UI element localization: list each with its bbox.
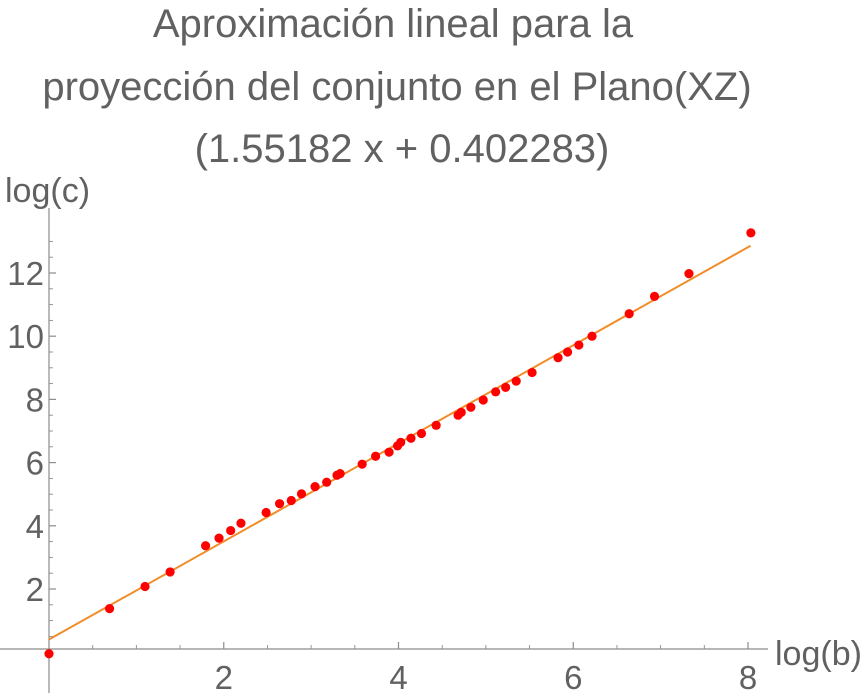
data-point xyxy=(553,353,563,363)
data-point xyxy=(214,533,224,543)
data-point xyxy=(371,451,381,461)
data-point xyxy=(574,340,584,350)
data-point xyxy=(624,309,634,319)
y-axis-label: log(c) xyxy=(5,172,90,210)
data-point xyxy=(357,459,367,469)
data-point xyxy=(274,499,285,509)
data-point xyxy=(478,395,488,405)
data-point xyxy=(335,469,345,479)
y-tick-label: 12 xyxy=(7,255,44,292)
data-point xyxy=(226,525,236,536)
data-point xyxy=(384,447,394,457)
data-point xyxy=(587,331,597,341)
data-point xyxy=(684,269,694,279)
data-points xyxy=(44,228,756,659)
data-point xyxy=(416,428,427,439)
chart-title-line-2: proyección del conjunto en el Plano(XZ) xyxy=(42,65,751,109)
data-point xyxy=(746,228,756,238)
data-point xyxy=(406,433,416,443)
data-point xyxy=(491,387,501,397)
data-point xyxy=(286,495,296,506)
data-point xyxy=(466,402,476,412)
data-point xyxy=(296,489,307,499)
data-point xyxy=(527,367,537,378)
y-tick-label: 8 xyxy=(26,381,44,418)
data-point xyxy=(140,581,150,592)
data-point xyxy=(322,477,332,487)
x-tick-label: 4 xyxy=(389,659,407,693)
data-point xyxy=(501,382,511,392)
chart-title-line-3: (1.55182 x + 0.402283) xyxy=(195,127,610,171)
y-tick-label: 4 xyxy=(26,508,44,545)
data-point xyxy=(511,376,521,386)
data-point xyxy=(165,567,175,577)
x-axis-label: log(b) xyxy=(775,635,862,673)
chart-title-line-1: Aproximación lineal para la xyxy=(153,2,634,46)
data-point xyxy=(200,541,211,551)
data-point xyxy=(456,407,466,417)
data-point xyxy=(431,420,441,430)
data-point xyxy=(562,347,573,357)
y-tick-label: 10 xyxy=(7,318,44,355)
y-tick-label: 6 xyxy=(26,445,44,482)
data-point xyxy=(396,437,406,447)
data-point xyxy=(649,291,660,301)
data-point xyxy=(236,518,246,528)
data-point xyxy=(310,482,320,492)
axis-ticks: 2 4 6 8 2 4 6 8 10 12 xyxy=(7,240,757,693)
data-point xyxy=(104,603,115,614)
x-tick-label: 2 xyxy=(215,659,233,693)
chart-title: Aproximación lineal para la proyección d… xyxy=(42,2,751,171)
x-tick-label: 8 xyxy=(739,659,757,693)
x-tick-label: 6 xyxy=(564,659,582,693)
data-point xyxy=(44,649,54,659)
data-point xyxy=(261,507,271,518)
y-tick-label: 2 xyxy=(26,571,44,608)
